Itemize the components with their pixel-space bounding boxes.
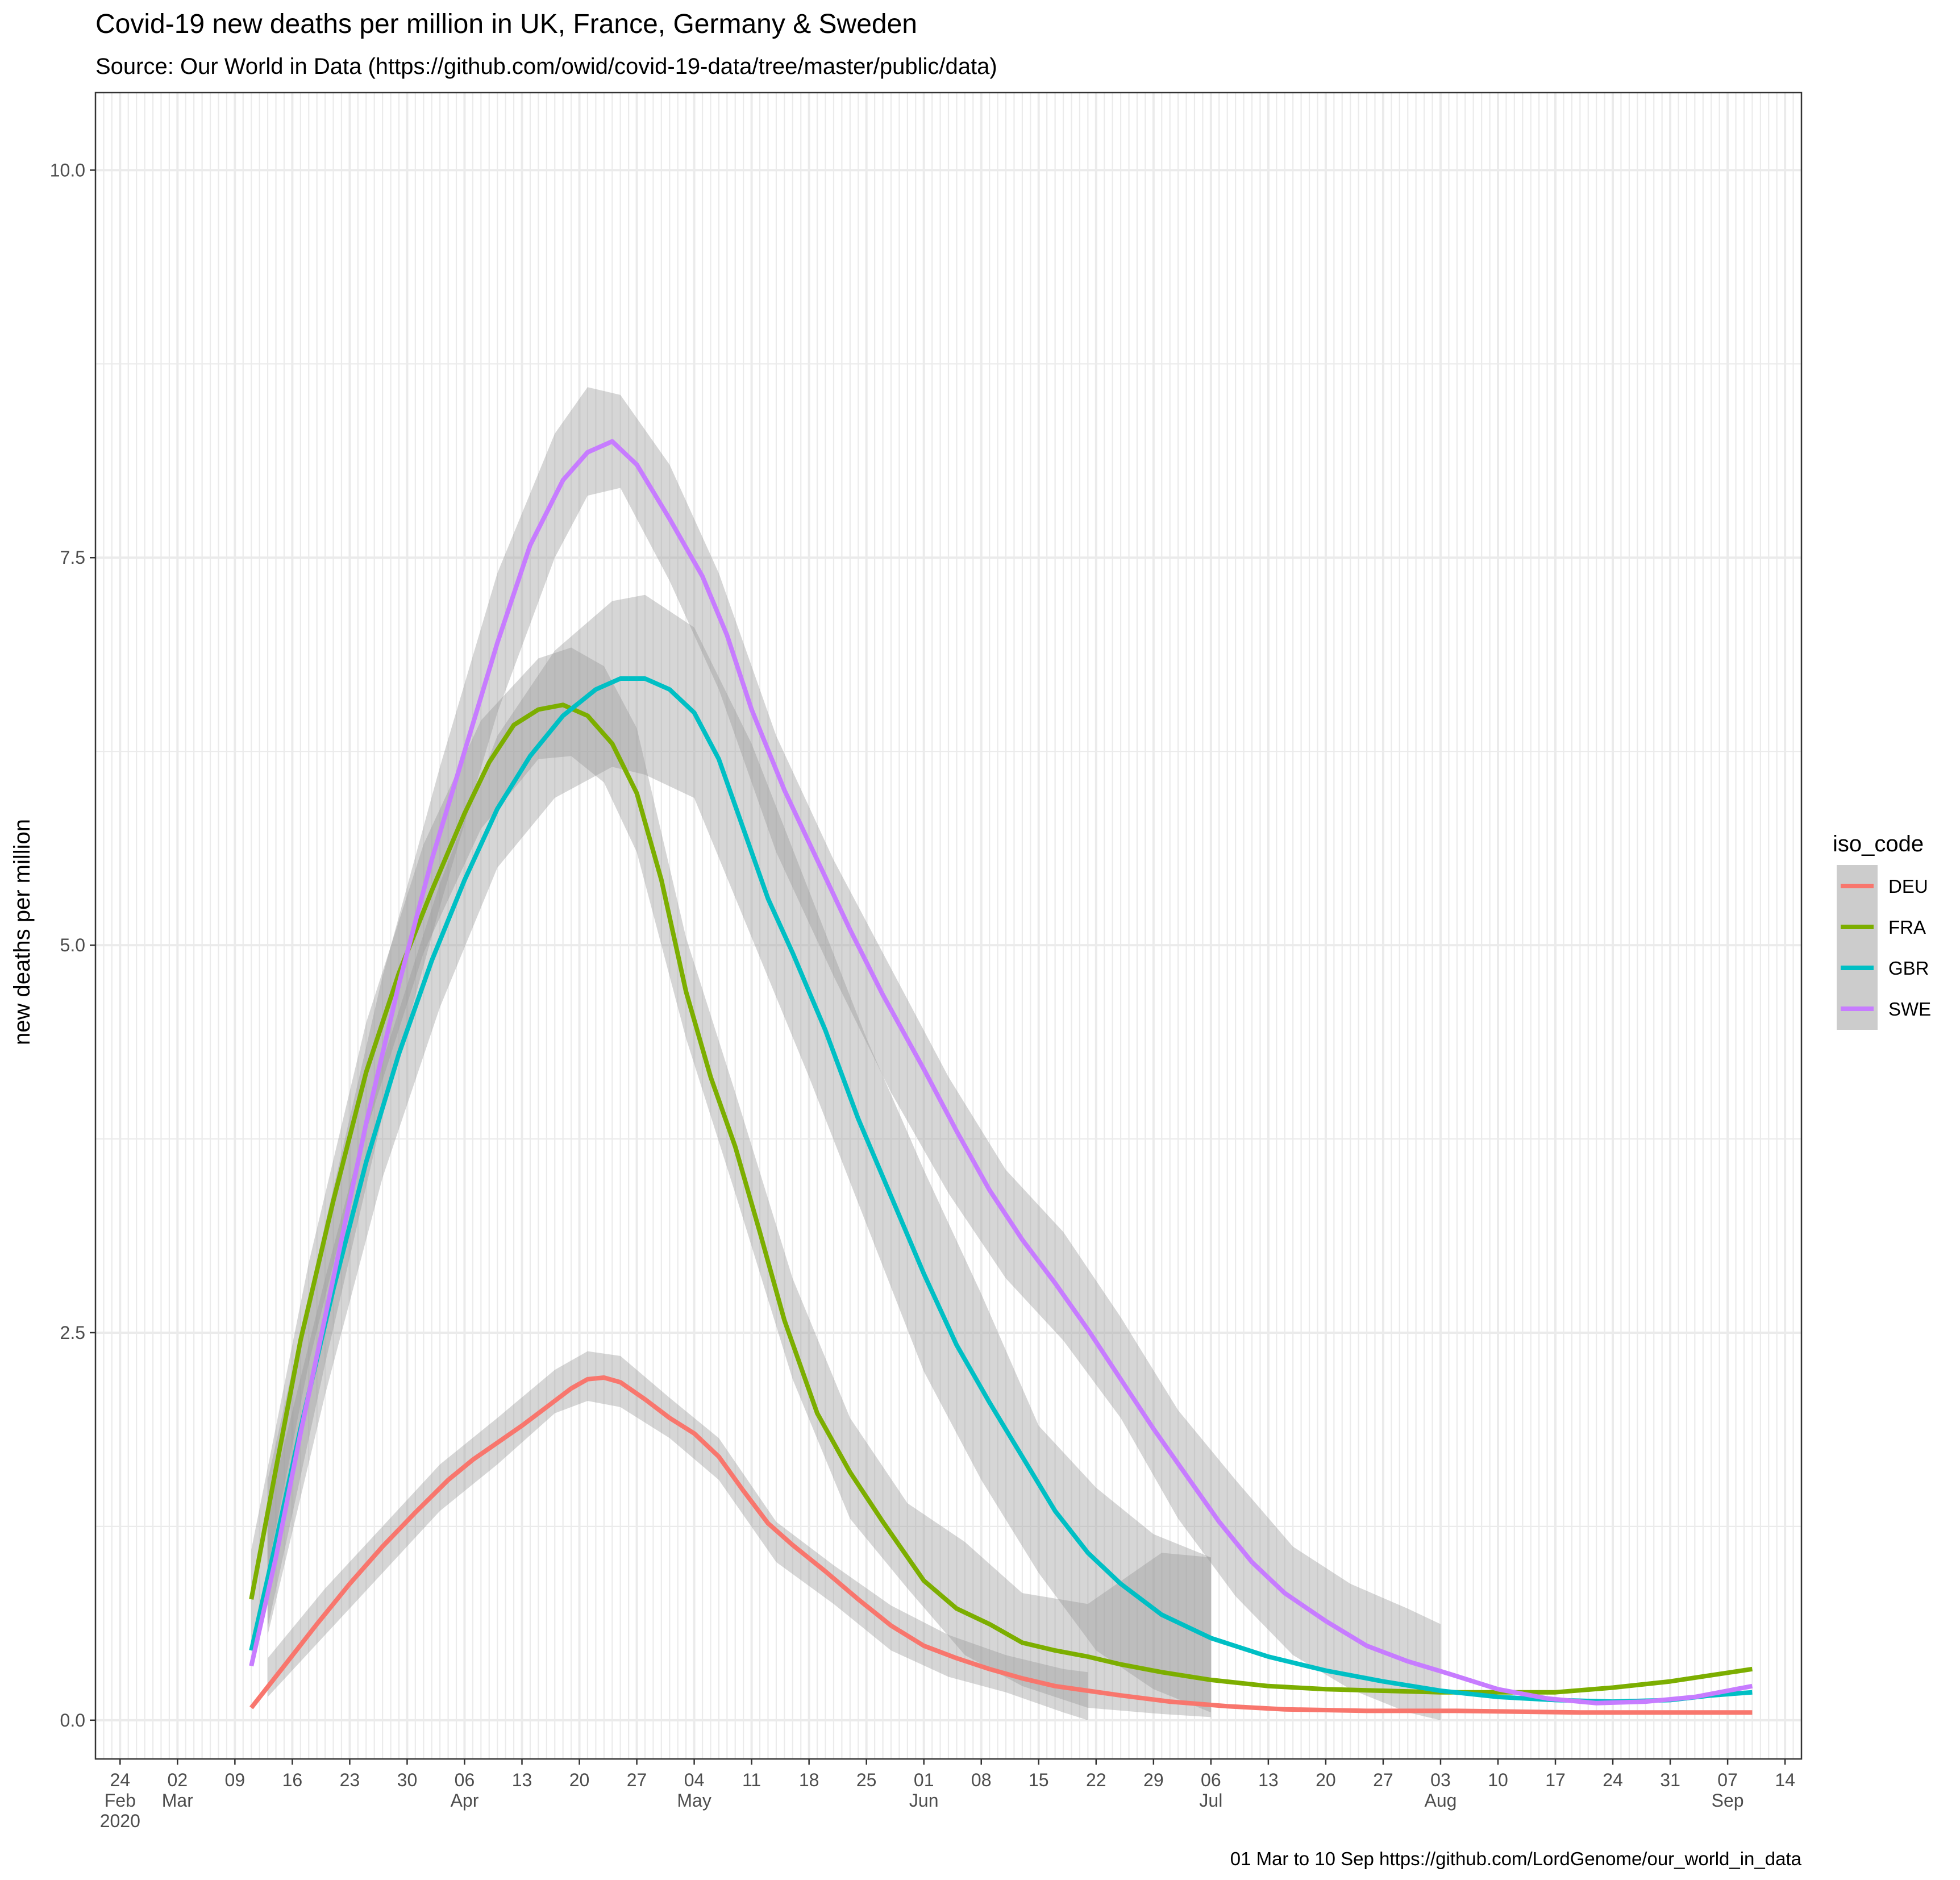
ribbon-swe bbox=[268, 387, 1441, 1720]
x-tick-label: 01 bbox=[914, 1770, 934, 1790]
ribbon-deu bbox=[268, 1351, 1088, 1720]
x-tick-month-label: Mar bbox=[162, 1790, 193, 1811]
x-tick-label: 15 bbox=[1029, 1770, 1049, 1790]
x-tick-label: 22 bbox=[1086, 1770, 1106, 1790]
x-tick-month-label: May bbox=[677, 1790, 711, 1811]
series-lines bbox=[249, 439, 1753, 1715]
grid-x bbox=[119, 93, 1787, 1759]
y-tick-label: 0.0 bbox=[60, 1710, 85, 1731]
chart-subtitle: Source: Our World in Data (https://githu… bbox=[95, 54, 997, 79]
plot-panel bbox=[94, 91, 1803, 1760]
x-tick-label: 07 bbox=[1717, 1770, 1738, 1790]
x-tick-label: 13 bbox=[1258, 1770, 1279, 1790]
x-tick-label: 25 bbox=[856, 1770, 877, 1790]
y-tick-label: 10.0 bbox=[50, 160, 85, 180]
x-tick-label: 03 bbox=[1430, 1770, 1451, 1790]
x-tick-year-label: 2020 bbox=[100, 1811, 140, 1831]
x-tick-label: 27 bbox=[1373, 1770, 1393, 1790]
legend-label-gbr: GBR bbox=[1888, 958, 1929, 979]
x-tick-month-label: Sep bbox=[1712, 1790, 1744, 1811]
legend-title: iso_code bbox=[1833, 831, 1924, 856]
legend-key-background bbox=[1837, 865, 1878, 1030]
x-tick-month-label: Feb bbox=[105, 1790, 136, 1811]
x-tick-label: 09 bbox=[225, 1770, 245, 1790]
legend-label-deu: DEU bbox=[1888, 876, 1928, 897]
y-tick-label: 7.5 bbox=[60, 547, 85, 568]
legend-items: DEU FRA GBR SWE bbox=[1841, 876, 1931, 1020]
x-tick-label: 30 bbox=[397, 1770, 418, 1790]
y-tick-label: 5.0 bbox=[60, 935, 85, 955]
legend-label-swe: SWE bbox=[1888, 999, 1931, 1020]
line-gbr bbox=[249, 676, 1753, 1704]
y-tick-label: 2.5 bbox=[60, 1322, 85, 1343]
x-tick-month-label: Apr bbox=[451, 1790, 479, 1811]
legend: iso_code DEU FRA GBR SWE bbox=[1833, 831, 1931, 1030]
x-tick-label: 31 bbox=[1660, 1770, 1680, 1790]
panel-border bbox=[94, 91, 1803, 1760]
ribbon-fra bbox=[251, 647, 1211, 1717]
x-tick-label: 20 bbox=[569, 1770, 590, 1790]
chart-title: Covid-19 new deaths per million in UK, F… bbox=[95, 9, 917, 39]
x-tick-month-label: Jul bbox=[1199, 1790, 1222, 1811]
x-tick-label: 13 bbox=[512, 1770, 532, 1790]
x-tick-label: 17 bbox=[1545, 1770, 1566, 1790]
x-tick-label: 18 bbox=[799, 1770, 819, 1790]
x-tick-label: 11 bbox=[742, 1770, 761, 1790]
x-tick-label: 06 bbox=[455, 1770, 475, 1790]
x-tick-label: 24 bbox=[110, 1770, 131, 1790]
x-tick-month-label: Jun bbox=[909, 1790, 939, 1811]
x-tick-label: 08 bbox=[971, 1770, 992, 1790]
x-tick-label: 02 bbox=[168, 1770, 188, 1790]
ribbon-gbr bbox=[268, 594, 1211, 1713]
x-tick-label: 20 bbox=[1316, 1770, 1336, 1790]
x-tick-label: 29 bbox=[1143, 1770, 1164, 1790]
confidence-ribbons bbox=[251, 387, 1441, 1720]
line-fra bbox=[249, 702, 1753, 1695]
y-axis-title: new deaths per million bbox=[10, 819, 35, 1045]
x-tick-label: 24 bbox=[1603, 1770, 1623, 1790]
x-tick-month-label: Aug bbox=[1424, 1790, 1457, 1811]
line-swe bbox=[249, 439, 1753, 1706]
x-tick-label: 23 bbox=[340, 1770, 360, 1790]
y-axis: 0.0 2.5 5.0 7.5 10.0 bbox=[50, 160, 95, 1731]
line-deu bbox=[249, 1375, 1753, 1715]
x-tick-label: 04 bbox=[684, 1770, 705, 1790]
x-tick-label: 06 bbox=[1201, 1770, 1221, 1790]
x-tick-label: 14 bbox=[1775, 1770, 1795, 1790]
x-tick-label: 10 bbox=[1488, 1770, 1508, 1790]
grid-y bbox=[95, 169, 1801, 1721]
legend-label-fra: FRA bbox=[1888, 917, 1926, 938]
chart-caption: 01 Mar to 10 Sep https://github.com/Lord… bbox=[1230, 1848, 1802, 1869]
x-tick-label: 27 bbox=[627, 1770, 647, 1790]
x-tick-label: 16 bbox=[282, 1770, 303, 1790]
